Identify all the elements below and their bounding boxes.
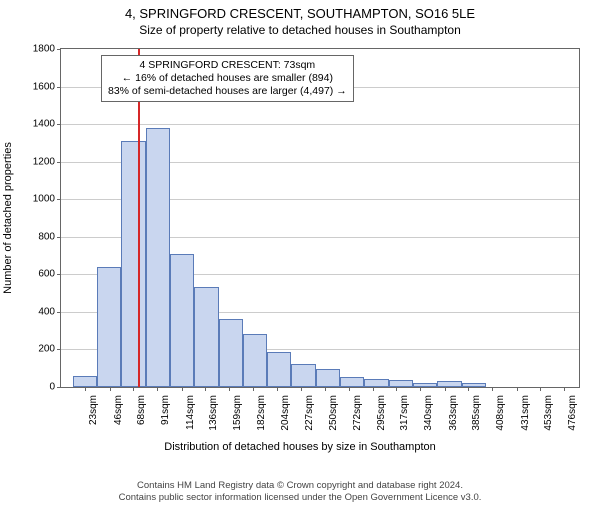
histogram-bar bbox=[243, 334, 267, 387]
x-tick-mark bbox=[277, 387, 278, 391]
x-tick-mark bbox=[517, 387, 518, 391]
histogram-bar bbox=[146, 128, 170, 387]
x-tick-label: 295sqm bbox=[376, 395, 387, 431]
x-tick-label: 68sqm bbox=[136, 395, 147, 425]
x-tick-mark bbox=[85, 387, 86, 391]
y-tick-mark bbox=[57, 124, 61, 125]
x-tick-label: 136sqm bbox=[208, 395, 219, 431]
x-tick-label: 272sqm bbox=[352, 395, 363, 431]
x-tick-mark bbox=[133, 387, 134, 391]
y-tick-label: 1000 bbox=[5, 194, 55, 205]
y-tick-label: 1400 bbox=[5, 119, 55, 130]
x-tick-label: 431sqm bbox=[520, 395, 531, 431]
x-tick-label: 317sqm bbox=[399, 395, 410, 431]
histogram-bar bbox=[121, 141, 145, 387]
chart-title: 4, SPRINGFORD CRESCENT, SOUTHAMPTON, SO1… bbox=[0, 6, 600, 21]
x-tick-mark bbox=[492, 387, 493, 391]
chart-area: Number of detached properties 4 SPRINGFO… bbox=[0, 48, 600, 443]
x-tick-mark bbox=[564, 387, 565, 391]
y-tick-mark bbox=[57, 274, 61, 275]
x-tick-mark bbox=[468, 387, 469, 391]
footer-line-2: Contains public sector information licen… bbox=[0, 492, 600, 504]
footer-attribution: Contains HM Land Registry data © Crown c… bbox=[0, 480, 600, 504]
x-axis-label: Distribution of detached houses by size … bbox=[0, 441, 600, 453]
y-tick-label: 800 bbox=[5, 231, 55, 242]
y-tick-label: 1800 bbox=[5, 44, 55, 55]
x-tick-label: 159sqm bbox=[232, 395, 243, 431]
annotation-line-1: 4 SPRINGFORD CRESCENT: 73sqm bbox=[108, 59, 347, 72]
histogram-bar bbox=[364, 379, 388, 387]
histogram-bar bbox=[413, 383, 437, 387]
x-tick-mark bbox=[445, 387, 446, 391]
x-tick-mark bbox=[157, 387, 158, 391]
x-tick-label: 476sqm bbox=[567, 395, 578, 431]
x-tick-label: 46sqm bbox=[113, 395, 124, 425]
y-tick-mark bbox=[57, 87, 61, 88]
histogram-bar bbox=[462, 383, 486, 387]
histogram-bar bbox=[97, 267, 121, 387]
y-tick-label: 1600 bbox=[5, 81, 55, 92]
histogram-bar bbox=[316, 369, 340, 387]
x-tick-mark bbox=[349, 387, 350, 391]
x-tick-mark bbox=[373, 387, 374, 391]
x-tick-mark bbox=[205, 387, 206, 391]
histogram-bar bbox=[389, 380, 413, 387]
x-tick-mark bbox=[301, 387, 302, 391]
chart-subtitle: Size of property relative to detached ho… bbox=[0, 23, 600, 37]
x-tick-label: 250sqm bbox=[328, 395, 339, 431]
x-tick-mark bbox=[182, 387, 183, 391]
y-tick-label: 200 bbox=[5, 344, 55, 355]
x-tick-label: 408sqm bbox=[495, 395, 506, 431]
x-tick-label: 363sqm bbox=[448, 395, 459, 431]
y-tick-label: 600 bbox=[5, 269, 55, 280]
x-tick-mark bbox=[325, 387, 326, 391]
y-tick-label: 0 bbox=[5, 382, 55, 393]
x-tick-label: 453sqm bbox=[543, 395, 554, 431]
histogram-bar bbox=[437, 381, 461, 387]
y-tick-mark bbox=[57, 312, 61, 313]
x-tick-mark bbox=[229, 387, 230, 391]
y-tick-mark bbox=[57, 349, 61, 350]
histogram-bar bbox=[340, 377, 364, 387]
x-tick-label: 385sqm bbox=[471, 395, 482, 431]
x-tick-label: 182sqm bbox=[256, 395, 267, 431]
x-tick-label: 227sqm bbox=[304, 395, 315, 431]
y-tick-label: 400 bbox=[5, 306, 55, 317]
plot-area: 4 SPRINGFORD CRESCENT: 73sqm ← 16% of de… bbox=[60, 48, 580, 388]
x-tick-mark bbox=[253, 387, 254, 391]
y-tick-mark bbox=[57, 237, 61, 238]
histogram-bar bbox=[170, 254, 194, 387]
y-tick-mark bbox=[57, 387, 61, 388]
x-tick-mark bbox=[110, 387, 111, 391]
y-tick-mark bbox=[57, 162, 61, 163]
footer-line-1: Contains HM Land Registry data © Crown c… bbox=[0, 480, 600, 492]
x-tick-mark bbox=[396, 387, 397, 391]
x-tick-mark bbox=[540, 387, 541, 391]
histogram-bar bbox=[194, 287, 218, 387]
histogram-bar bbox=[73, 376, 97, 387]
x-tick-label: 23sqm bbox=[88, 395, 99, 425]
y-tick-label: 1200 bbox=[5, 156, 55, 167]
y-tick-mark bbox=[57, 199, 61, 200]
annotation-line-3: 83% of semi-detached houses are larger (… bbox=[108, 85, 347, 98]
x-tick-label: 91sqm bbox=[160, 395, 171, 425]
histogram-bar bbox=[267, 352, 291, 387]
x-tick-label: 340sqm bbox=[423, 395, 434, 431]
annotation-box: 4 SPRINGFORD CRESCENT: 73sqm ← 16% of de… bbox=[101, 55, 354, 102]
x-tick-label: 204sqm bbox=[280, 395, 291, 431]
x-tick-mark bbox=[420, 387, 421, 391]
y-tick-mark bbox=[57, 49, 61, 50]
histogram-bar bbox=[291, 364, 315, 387]
annotation-line-2: ← 16% of detached houses are smaller (89… bbox=[108, 72, 347, 85]
x-tick-label: 114sqm bbox=[185, 395, 196, 430]
histogram-bar bbox=[219, 319, 243, 387]
